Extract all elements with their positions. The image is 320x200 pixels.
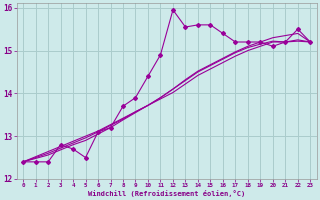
X-axis label: Windchill (Refroidissement éolien,°C): Windchill (Refroidissement éolien,°C) (88, 190, 245, 197)
